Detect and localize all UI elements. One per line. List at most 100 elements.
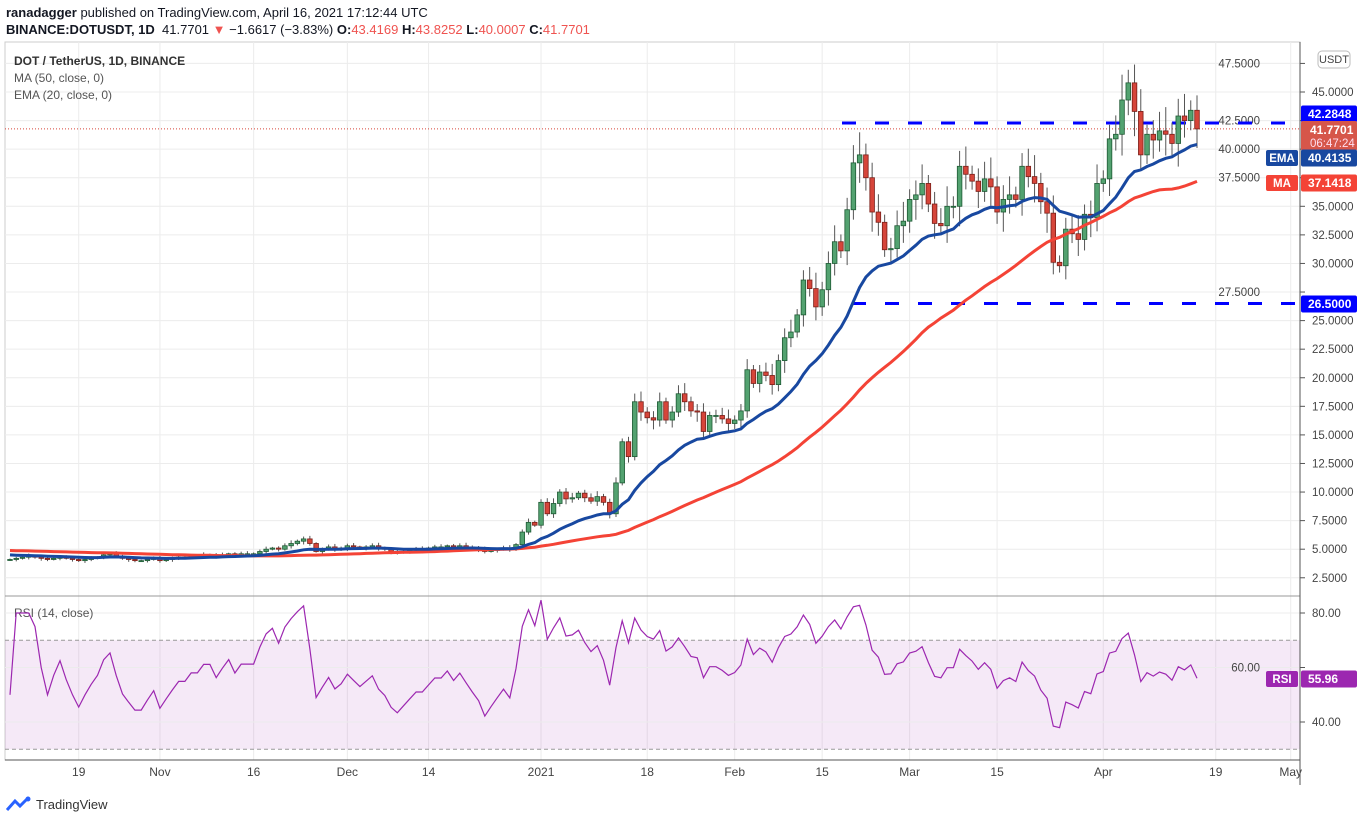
rsi-tag-name-bg (1266, 671, 1298, 687)
ma-tag-name: MA (1273, 178, 1291, 190)
legend-title[interactable]: DOT / TetherUS, 1D, BINANCE (14, 54, 186, 68)
rsi-tag-bg (1301, 670, 1357, 688)
countdown: 06:47:24 (1310, 138, 1355, 150)
ma-tag: 37.1418 (1308, 176, 1352, 190)
candle-down (350, 545, 357, 548)
legend-ma[interactable]: MA (50, close, 0) (14, 71, 105, 85)
x-tick-label: 2021 (528, 765, 555, 779)
candle-up (788, 331, 794, 339)
published-text: published on TradingView.com, April 16, … (80, 5, 428, 20)
ma-tag-name-bg (1266, 175, 1298, 191)
x-tick-label: Apr (1094, 765, 1113, 779)
candle-down (1075, 233, 1081, 240)
chart-legend: DOT / TetherUS, 1D, BINANCE MA (50, clos… (14, 53, 185, 104)
level-tag-upper: 42.2848 (1308, 107, 1352, 121)
candle-up (888, 248, 894, 251)
y-tick-label: 40.0000 (1218, 144, 1260, 156)
candle-up (707, 415, 713, 432)
candle-up (138, 560, 144, 563)
candle-down (806, 279, 813, 289)
candle-up (1106, 138, 1113, 180)
candle-down (275, 547, 282, 550)
candle-up (825, 263, 832, 291)
publish-info: ranadagger published on TradingView.com,… (6, 5, 428, 20)
candle-up (619, 441, 625, 484)
candle-down (532, 521, 538, 526)
candle-up (575, 492, 582, 499)
currency-label: USDT (1319, 54, 1349, 66)
y-tick-label: 5.0000 (1312, 544, 1347, 556)
candle-down (1163, 130, 1169, 135)
candle-down (694, 410, 700, 413)
candle-up (850, 162, 857, 211)
ema-tag: 40.4135 (1308, 151, 1352, 165)
x-tick-label: 15 (990, 765, 1004, 779)
candle-up (1125, 82, 1131, 101)
x-tick-label: 19 (72, 765, 86, 779)
x-tick-label: 15 (815, 765, 829, 779)
price-tag-bg (1301, 121, 1357, 151)
candle-up (738, 410, 744, 421)
candle-down (863, 154, 869, 179)
tradingview-logo-icon (6, 796, 31, 811)
open-value: 43.4169 (351, 22, 399, 37)
ma-line (9, 180, 1198, 558)
change: −1.6617 (−3.83%) (229, 22, 334, 37)
candle-down (1150, 133, 1156, 141)
candle-up (632, 401, 638, 458)
rsi-tag: 55.96 (1308, 672, 1338, 686)
candle-down (682, 393, 688, 403)
legend-ema[interactable]: EMA (20, close, 0) (14, 88, 113, 102)
candle-down (719, 415, 725, 420)
high-value: 43.8252 (415, 22, 463, 37)
candle-down (925, 183, 932, 205)
level-tag-lower: 26.5000 (1308, 297, 1352, 311)
candle-up (1119, 99, 1125, 135)
candle-up (263, 548, 269, 552)
logo-text: TradingView (36, 796, 108, 812)
candle-down (1025, 165, 1032, 177)
y-tick-label: 35.0000 (1312, 201, 1354, 213)
candle-up (7, 559, 13, 561)
candle-up (856, 154, 863, 164)
candle-up (269, 547, 276, 550)
candle-down (544, 501, 550, 515)
candle-up (731, 419, 738, 424)
candle-up (1156, 130, 1163, 141)
candle-up (257, 551, 263, 555)
candle-down (563, 491, 569, 500)
tradingview-logo[interactable]: TradingView (6, 796, 108, 812)
y-tick-label: 30.0000 (1312, 258, 1354, 270)
candle-up (19, 556, 26, 559)
y-tick-label: 20.0000 (1312, 373, 1354, 385)
candle-up (819, 289, 825, 308)
candle-up (713, 415, 719, 417)
y-tick-label: 37.5000 (1218, 173, 1260, 185)
x-tick-label: 19 (1209, 765, 1223, 779)
y-tick-label: 17.5000 (1312, 401, 1354, 413)
y-tick-label: 25.0000 (1312, 316, 1354, 328)
x-tick-label: May (1279, 765, 1302, 779)
candle-down (763, 371, 769, 376)
x-tick-label: Dec (337, 765, 358, 779)
candle-up (144, 559, 151, 562)
candle-up (288, 543, 294, 547)
candle-up (519, 531, 525, 546)
price-tag: 41.7701 (1310, 123, 1354, 137)
candle-up (794, 314, 800, 333)
candle-down (869, 177, 875, 213)
candle-up (944, 205, 950, 227)
candle-down (988, 178, 994, 188)
candle-down (650, 417, 657, 421)
level-tag-upper-bg (1301, 105, 1357, 123)
rsi-band (5, 640, 1300, 750)
candle-up (282, 545, 288, 550)
candle-down (838, 241, 844, 252)
candle-up (956, 165, 963, 207)
rsi-tick-label: 60.00 (1231, 663, 1260, 675)
publisher: ranadagger (6, 5, 77, 20)
x-tick-label: 16 (247, 765, 261, 779)
candle-down (588, 497, 594, 502)
candle-down (769, 375, 775, 386)
